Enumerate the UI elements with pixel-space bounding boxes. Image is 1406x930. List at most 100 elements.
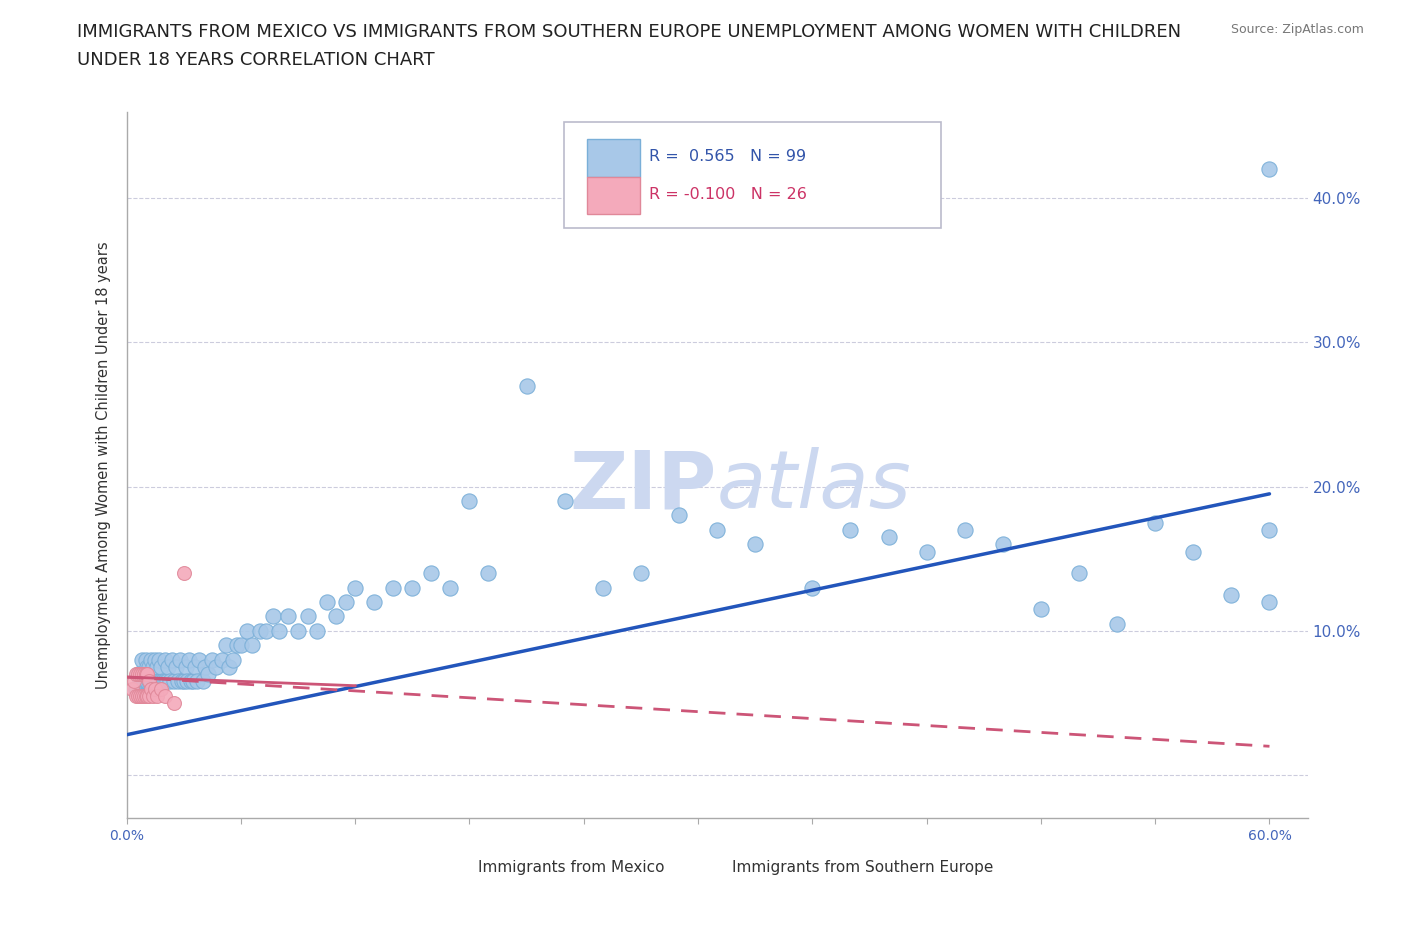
Point [187, 652, 209, 667]
Point [153, 688, 176, 703]
Point [401, 580, 423, 595]
Point [148, 652, 170, 667]
Point [297, 609, 319, 624]
Point [554, 494, 576, 509]
Text: Immigrants from Southern Europe: Immigrants from Southern Europe [733, 859, 994, 875]
Point [121, 681, 143, 696]
Point [143, 652, 166, 667]
Point [305, 623, 328, 638]
Point [153, 674, 176, 689]
Point [194, 659, 217, 674]
Point [176, 674, 198, 689]
Point [344, 580, 367, 595]
Point [180, 674, 202, 689]
Point [136, 667, 159, 682]
Point [136, 674, 159, 689]
Point [127, 667, 149, 682]
Point [277, 609, 299, 624]
Point [173, 565, 195, 580]
Point [128, 667, 150, 682]
Point [262, 609, 284, 624]
Point [439, 580, 461, 595]
Point [382, 580, 405, 595]
Point [254, 623, 277, 638]
Point [325, 609, 347, 624]
Point [128, 674, 150, 689]
Point [157, 659, 180, 674]
Point [181, 674, 204, 689]
Point [630, 565, 652, 580]
Point [1258, 594, 1281, 609]
Point [174, 659, 197, 674]
Y-axis label: Unemployment Among Women with Children Under 18 years: Unemployment Among Women with Children U… [96, 241, 111, 689]
Point [186, 674, 208, 689]
Point [132, 688, 155, 703]
Point [915, 544, 938, 559]
Point [839, 523, 862, 538]
FancyBboxPatch shape [430, 854, 470, 881]
Point [226, 638, 249, 653]
Point [1107, 617, 1129, 631]
Point [267, 623, 290, 638]
Point [127, 688, 149, 703]
Point [136, 659, 159, 674]
Point [141, 652, 163, 667]
Point [149, 674, 172, 689]
Point [138, 674, 160, 689]
Point [138, 659, 160, 674]
Point [744, 537, 766, 551]
Point [135, 688, 157, 703]
Point [287, 623, 309, 638]
Point [131, 667, 153, 682]
Point [179, 652, 201, 667]
Point [249, 623, 271, 638]
Point [991, 537, 1014, 551]
Point [201, 652, 224, 667]
Point [163, 696, 186, 711]
FancyBboxPatch shape [683, 854, 724, 881]
Text: UNDER 18 YEARS CORRELATION CHART: UNDER 18 YEARS CORRELATION CHART [77, 51, 434, 69]
Point [159, 674, 181, 689]
Point [138, 674, 160, 689]
Point [363, 594, 385, 609]
Point [141, 674, 163, 689]
Point [131, 688, 153, 703]
Point [477, 565, 499, 580]
Point [146, 659, 169, 674]
Point [1258, 523, 1281, 538]
Point [165, 659, 187, 674]
Point [132, 667, 155, 682]
FancyBboxPatch shape [588, 177, 640, 214]
Point [148, 674, 170, 689]
Point [136, 688, 159, 703]
Point [170, 674, 193, 689]
Point [668, 508, 690, 523]
Point [173, 674, 195, 689]
Text: ZIP: ZIP [569, 447, 717, 525]
Text: R =  0.565   N = 99: R = 0.565 N = 99 [648, 149, 806, 164]
Point [132, 674, 155, 689]
Text: R = -0.100   N = 26: R = -0.100 N = 26 [648, 187, 807, 202]
Point [153, 652, 176, 667]
Point [191, 674, 214, 689]
Point [125, 681, 148, 696]
Point [184, 659, 207, 674]
Point [131, 667, 153, 682]
Point [142, 688, 165, 703]
Point [1029, 602, 1052, 617]
Point [953, 523, 976, 538]
Point [1182, 544, 1205, 559]
Point [1258, 162, 1281, 177]
Point [131, 652, 153, 667]
FancyBboxPatch shape [588, 140, 640, 177]
Point [163, 674, 186, 689]
Point [222, 652, 245, 667]
Point [592, 580, 614, 595]
Point [146, 674, 169, 689]
Point [706, 523, 728, 538]
Text: Source: ZipAtlas.com: Source: ZipAtlas.com [1230, 23, 1364, 36]
Point [801, 580, 824, 595]
Text: IMMIGRANTS FROM MEXICO VS IMMIGRANTS FROM SOUTHERN EUROPE UNEMPLOYMENT AMONG WOM: IMMIGRANTS FROM MEXICO VS IMMIGRANTS FRO… [77, 23, 1181, 41]
FancyBboxPatch shape [564, 122, 942, 228]
Point [1144, 515, 1167, 530]
